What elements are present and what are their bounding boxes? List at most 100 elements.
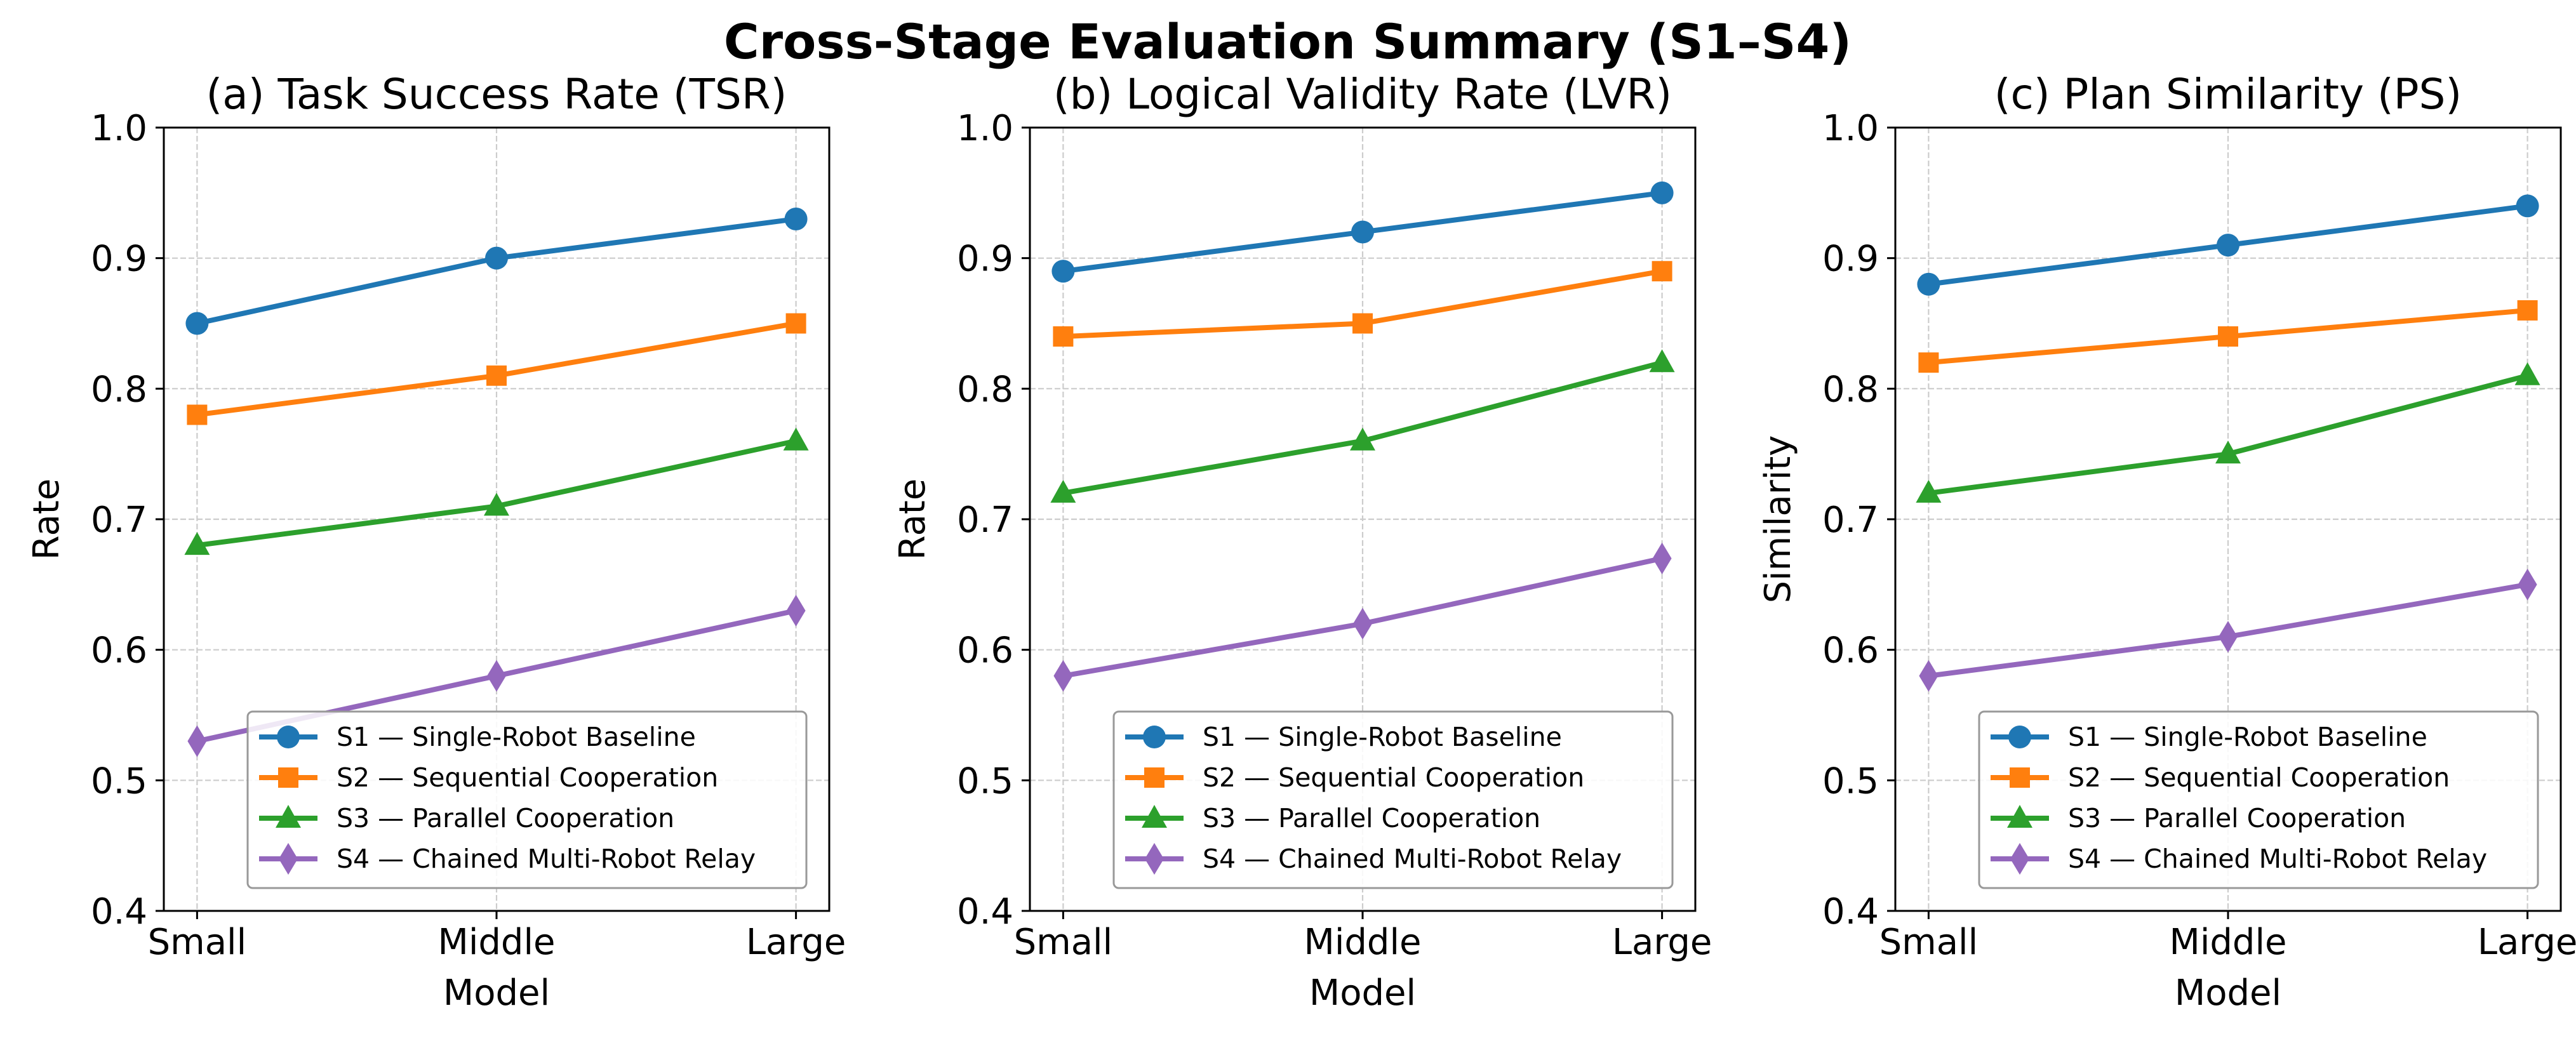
legend-label: S3 — Parallel Cooperation [1203, 803, 1540, 833]
x-axis-label: Model [443, 972, 550, 1014]
y-tick-label: 0.4 [1822, 891, 1879, 932]
legend-marker [2008, 726, 2031, 748]
legend-marker [1145, 843, 1164, 875]
legend-marker [2007, 805, 2032, 828]
legend-entry: S2 — Sequential Cooperation [259, 762, 718, 793]
legend-box [1978, 710, 2539, 889]
series-s1 [1051, 181, 1674, 283]
legend: S1 — Single-Robot Baseline S2 — Sequentia… [1112, 710, 1674, 889]
legend-label: S4 — Chained Multi-Robot Relay [337, 844, 756, 874]
y-tick-label: 0.4 [91, 891, 147, 932]
legend-marker [1144, 767, 1165, 788]
series-s3 [1050, 349, 1675, 503]
y-tick-label: 0.8 [1822, 369, 1879, 410]
data-point [484, 493, 509, 516]
series-s3 [1916, 362, 2540, 503]
y-axis-label: Rate [892, 479, 933, 560]
data-point [1350, 427, 1375, 451]
legend-marker [276, 805, 301, 828]
x-tick-label: Middle [438, 922, 556, 963]
legend-label: S2 — Sequential Cooperation [337, 762, 718, 793]
data-point [785, 313, 806, 334]
data-point [185, 312, 209, 335]
y-tick-label: 0.8 [91, 369, 147, 410]
x-tick-label: Large [2478, 922, 2576, 963]
legend-entry: S1 — Single-Robot Baseline [1991, 722, 2427, 752]
legend-label: S1 — Single-Robot Baseline [1203, 722, 1562, 752]
y-axis-label: Rate [26, 479, 67, 560]
legend-entry: S3 — Parallel Cooperation [259, 803, 674, 833]
series-s4 [1919, 568, 2537, 692]
data-point [187, 725, 207, 757]
y-tick-label: 0.9 [91, 239, 147, 280]
legend-entry: S4 — Chained Multi-Robot Relay [1991, 843, 2487, 875]
x-tick-label: Small [1879, 922, 1979, 963]
legend-marker [1142, 805, 1167, 828]
y-tick-label: 0.6 [1822, 630, 1879, 672]
x-tick-label: Middle [1304, 922, 1422, 963]
x-tick-label: Middle [2170, 922, 2287, 963]
legend-marker [278, 767, 298, 788]
data-point [2518, 568, 2537, 600]
data-point [2217, 234, 2239, 257]
series-s2 [1918, 300, 2538, 373]
data-point [1652, 261, 1672, 282]
data-point [1917, 272, 1940, 296]
data-point [1652, 542, 1672, 574]
legend-box [1112, 710, 1674, 889]
legend-label: S1 — Single-Robot Baseline [337, 722, 696, 752]
data-point [184, 532, 210, 555]
data-point [1051, 260, 1075, 283]
y-tick-label: 0.7 [957, 500, 1013, 541]
y-tick-label: 0.6 [91, 630, 147, 672]
data-point [2219, 621, 2238, 653]
y-axis-label: Similarity [1758, 435, 1799, 604]
legend-label: S3 — Parallel Cooperation [2068, 803, 2406, 833]
legend-entry: S2 — Sequential Cooperation [1125, 762, 1584, 793]
y-tick-label: 0.5 [957, 760, 1013, 802]
data-point [1649, 349, 1675, 373]
x-tick-label: Large [746, 922, 846, 963]
y-tick-label: 1.0 [91, 108, 147, 149]
panel-title: (b) Logical Validity Rate (LVR) [1053, 70, 1672, 119]
data-point [2218, 326, 2238, 347]
y-tick-label: 0.5 [1822, 760, 1879, 802]
data-point [485, 246, 508, 270]
legend-label: S4 — Chained Multi-Robot Relay [1203, 844, 1622, 874]
data-point [1053, 660, 1073, 692]
series-s1 [185, 207, 808, 335]
panel-title: (c) Plan Similarity (PS) [1994, 70, 2462, 119]
series-s3 [184, 427, 809, 555]
series-s2 [187, 313, 806, 425]
figure-title: Cross-Stage Evaluation Summary (S1–S4) [724, 13, 1852, 70]
panel-3: 0.4 0.5 0.6 0.7 0.8 0.9 1.0 Small Middle Large (c)… [1758, 70, 2576, 1014]
legend-marker [2010, 767, 2030, 788]
legend: S1 — Single-Robot Baseline S2 — Sequentia… [246, 710, 808, 889]
data-point [783, 427, 809, 451]
legend-entry: S3 — Parallel Cooperation [1991, 803, 2406, 833]
data-point [2516, 194, 2539, 218]
data-point [187, 404, 208, 425]
legend-entry: S4 — Chained Multi-Robot Relay [1125, 843, 1622, 875]
data-point [486, 365, 507, 386]
series-s4 [1053, 542, 1672, 692]
legend-label: S2 — Sequential Cooperation [2068, 762, 2450, 793]
x-axis-label: Model [1309, 972, 1416, 1014]
panel-1: 0.4 0.5 0.6 0.7 0.8 0.9 1.0 Small Middle Large (a)… [26, 70, 846, 1014]
data-point [1351, 220, 1374, 244]
series-s1 [1917, 194, 2539, 296]
data-point [1050, 479, 1076, 503]
x-axis-label: Model [2175, 972, 2281, 1014]
legend-marker [277, 726, 300, 748]
legend-entry: S4 — Chained Multi-Robot Relay [259, 843, 756, 875]
data-point [487, 660, 506, 692]
legend-box [246, 710, 808, 889]
legend-entry: S2 — Sequential Cooperation [1991, 762, 2450, 793]
y-tick-label: 1.0 [1822, 108, 1879, 149]
data-point [1918, 352, 1939, 373]
legend-label: S3 — Parallel Cooperation [337, 803, 674, 833]
x-tick-label: Large [1612, 922, 1712, 963]
y-tick-label: 0.5 [91, 760, 147, 802]
y-tick-label: 0.9 [1822, 239, 1879, 280]
